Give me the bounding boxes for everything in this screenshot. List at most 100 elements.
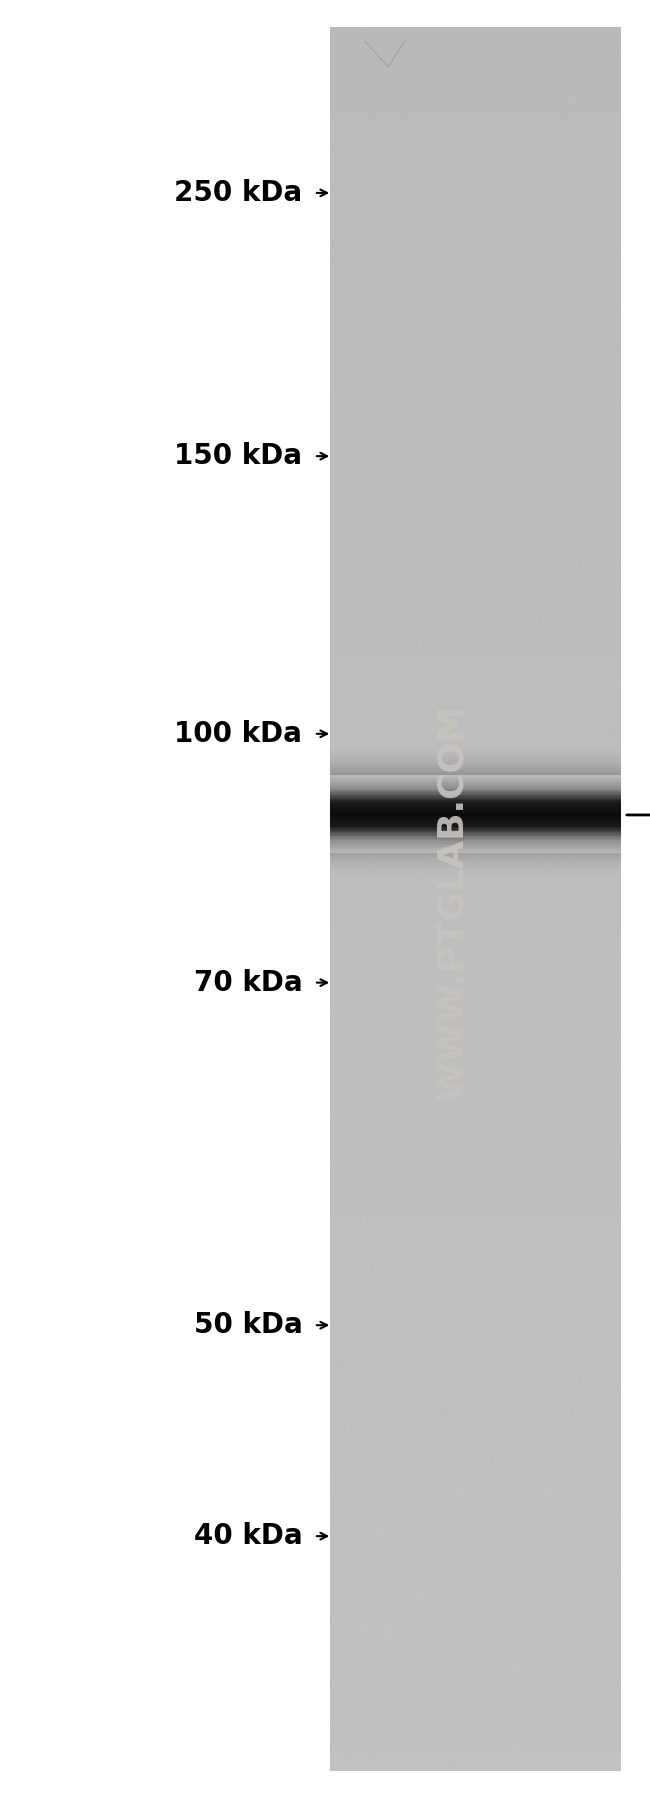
Bar: [330, 1020, 621, 1039]
Bar: [330, 1491, 621, 1509]
Bar: [330, 1248, 621, 1266]
Bar: [330, 568, 621, 584]
Text: 50 kDa: 50 kDa: [194, 1311, 302, 1340]
Bar: [330, 934, 621, 952]
Bar: [330, 898, 621, 916]
Bar: [330, 1039, 621, 1057]
Bar: [330, 427, 621, 445]
Bar: [330, 393, 621, 411]
Bar: [330, 725, 621, 741]
Bar: [330, 1527, 621, 1543]
Bar: [330, 620, 621, 636]
Bar: [330, 1614, 621, 1632]
Bar: [330, 166, 621, 184]
Bar: [330, 79, 621, 97]
Bar: [330, 150, 621, 166]
Bar: [330, 1596, 621, 1614]
Bar: [330, 846, 621, 864]
Bar: [330, 1405, 621, 1423]
Bar: [330, 516, 621, 532]
Bar: [330, 550, 621, 568]
Bar: [330, 463, 621, 480]
Bar: [330, 498, 621, 516]
Bar: [330, 411, 621, 427]
Bar: [330, 307, 621, 323]
Bar: [330, 1143, 621, 1161]
Bar: [330, 1579, 621, 1596]
Bar: [330, 1109, 621, 1125]
Bar: [330, 1352, 621, 1370]
Bar: [330, 882, 621, 898]
Bar: [330, 689, 621, 707]
Bar: [330, 218, 621, 236]
Bar: [330, 636, 621, 654]
Bar: [330, 968, 621, 986]
Bar: [330, 1684, 621, 1700]
Bar: [330, 1753, 621, 1771]
Bar: [330, 532, 621, 550]
Bar: [330, 1195, 621, 1213]
Bar: [330, 741, 621, 759]
Bar: [330, 27, 621, 45]
Bar: [330, 1648, 621, 1666]
Bar: [330, 952, 621, 968]
Bar: [330, 132, 621, 150]
Bar: [330, 707, 621, 725]
Text: 100 kDa: 100 kDa: [174, 719, 302, 748]
Bar: [330, 1334, 621, 1352]
Bar: [330, 27, 621, 1771]
Bar: [330, 1213, 621, 1230]
Bar: [330, 793, 621, 811]
Bar: [330, 61, 621, 79]
Bar: [330, 1736, 621, 1753]
Bar: [330, 445, 621, 463]
Bar: [330, 1509, 621, 1527]
Bar: [330, 1439, 621, 1457]
Bar: [330, 1177, 621, 1195]
Text: 70 kDa: 70 kDa: [194, 968, 302, 997]
Text: 150 kDa: 150 kDa: [174, 442, 302, 471]
Bar: [330, 1282, 621, 1300]
Bar: [330, 986, 621, 1004]
Bar: [330, 270, 621, 288]
Bar: [330, 1475, 621, 1491]
Bar: [330, 1318, 621, 1334]
Bar: [330, 1457, 621, 1475]
Bar: [330, 602, 621, 620]
Bar: [330, 45, 621, 61]
Bar: [330, 864, 621, 882]
Bar: [330, 341, 621, 359]
Bar: [330, 184, 621, 202]
Bar: [330, 1561, 621, 1579]
Bar: [330, 202, 621, 218]
Bar: [330, 1387, 621, 1405]
Bar: [330, 673, 621, 689]
Bar: [330, 584, 621, 602]
Bar: [330, 759, 621, 777]
Bar: [330, 1543, 621, 1561]
Bar: [330, 1266, 621, 1282]
Text: 250 kDa: 250 kDa: [174, 178, 302, 207]
Bar: [330, 1073, 621, 1091]
Bar: [330, 359, 621, 375]
Bar: [330, 254, 621, 270]
Bar: [330, 1161, 621, 1177]
Bar: [330, 323, 621, 341]
Bar: [330, 288, 621, 307]
Bar: [330, 1718, 621, 1736]
Bar: [330, 236, 621, 254]
Bar: [330, 1091, 621, 1109]
Bar: [330, 1666, 621, 1684]
Text: 40 kDa: 40 kDa: [194, 1522, 302, 1551]
Bar: [330, 1423, 621, 1439]
Bar: [330, 1370, 621, 1387]
Bar: [330, 777, 621, 793]
Bar: [330, 1300, 621, 1318]
Bar: [330, 1004, 621, 1020]
Bar: [330, 1125, 621, 1143]
Bar: [330, 1230, 621, 1248]
Bar: [330, 1632, 621, 1648]
Bar: [330, 811, 621, 829]
Bar: [330, 480, 621, 498]
Bar: [330, 1700, 621, 1718]
